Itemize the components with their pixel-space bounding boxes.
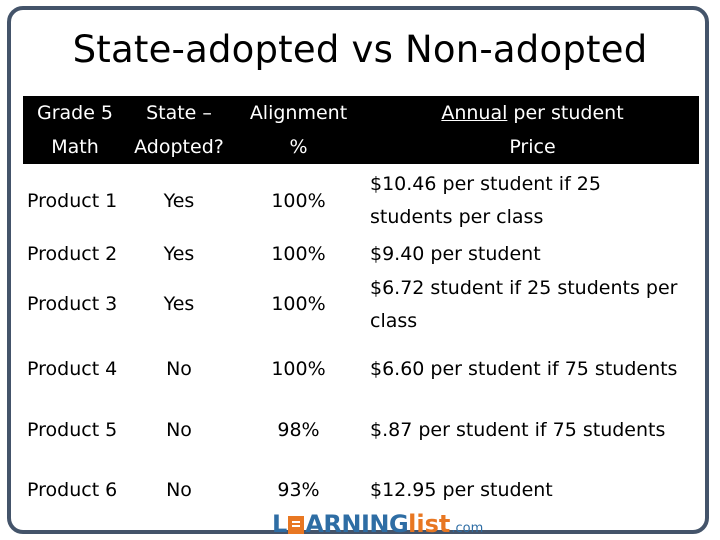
- table-row: Product 5 No 98% $.87 per student if 75 …: [23, 400, 699, 460]
- header-alignment: Alignment %: [231, 96, 366, 164]
- alignment-value: 93%: [277, 478, 320, 501]
- learninglist-logo: L ARNING list .com: [272, 510, 483, 538]
- alignment-value: 100%: [271, 189, 326, 212]
- header-annual-word: Annual: [441, 102, 508, 124]
- header-price-rest: per student: [507, 102, 624, 124]
- alignment-value: 100%: [271, 243, 326, 265]
- slide-frame: [7, 6, 709, 534]
- price-line2: students per class: [370, 206, 544, 228]
- price-line1: $6.72 student if 25 students per: [370, 276, 678, 299]
- price-line2: class: [370, 309, 418, 332]
- price-cell: $6.60 per student if 75 students: [366, 338, 699, 400]
- price-cell: $.87 per student if 75 students: [366, 400, 699, 460]
- header-price-line2: Price: [509, 136, 556, 158]
- price-line1: $.87 per student if 75 students: [370, 418, 666, 441]
- adopted-value: Yes: [163, 243, 195, 265]
- price-cell: $12.95 per student: [366, 460, 699, 520]
- logo-letter-l: L: [272, 510, 288, 538]
- price-cell: $9.40 per student: [366, 238, 699, 271]
- product-name: Product 4: [27, 357, 118, 380]
- header-adopted-line1: State –: [146, 102, 212, 124]
- header-grade-math: Grade 5 Math: [23, 96, 127, 164]
- table-row: Product 4 No 100% $6.60 per student if 7…: [23, 338, 699, 400]
- list-icon: [288, 516, 305, 534]
- price-cell: $6.72 student if 25 students per class: [366, 271, 699, 338]
- table-row: Product 1 Yes 100% $10.46 per student if…: [23, 164, 699, 238]
- header-annual-price: Annual per student Price: [366, 96, 699, 164]
- adopted-value: No: [166, 357, 192, 380]
- product-name: Product 6: [27, 478, 118, 501]
- header-alignment-line2: %: [289, 136, 308, 158]
- alignment-value: 100%: [271, 293, 326, 315]
- logo-arning: ARNING: [305, 510, 409, 538]
- table-row: Product 3 Yes 100% $6.72 student if 25 s…: [23, 271, 699, 338]
- header-grade-line2: Math: [51, 136, 99, 158]
- price-line1: $12.95 per student: [370, 478, 553, 501]
- logo-list: list: [408, 510, 451, 538]
- header-price-line1: Annual per student: [366, 96, 699, 130]
- product-name: Product 1: [27, 189, 118, 212]
- alignment-value: 98%: [277, 418, 320, 441]
- adopted-value: Yes: [163, 189, 195, 212]
- price-line1: $10.46 per student if 25: [370, 173, 601, 195]
- adopted-value: No: [166, 478, 192, 501]
- header-grade-line1: Grade 5: [36, 102, 114, 124]
- product-name: Product 5: [27, 418, 118, 441]
- product-name: Product 2: [27, 243, 118, 265]
- price-cell: $10.46 per student if 25 students per cl…: [366, 164, 699, 238]
- header-adopted-line2: Adopted?: [134, 136, 224, 158]
- slide-title: State-adopted vs Non-adopted: [72, 28, 648, 71]
- header-row: Grade 5 Math State – Adopted? Alignment …: [23, 96, 699, 164]
- product-name: Product 3: [27, 293, 118, 315]
- pricing-table: Grade 5 Math State – Adopted? Alignment …: [23, 96, 699, 520]
- alignment-value: 100%: [271, 357, 326, 380]
- price-line1: $6.60 per student if 75 students: [370, 357, 678, 380]
- table-row: Product 2 Yes 100% $9.40 per student: [23, 238, 699, 271]
- adopted-value: No: [166, 418, 192, 441]
- logo-com: .com: [451, 520, 484, 536]
- price-line1: $9.40 per student: [370, 243, 541, 265]
- table-row: Product 6 No 93% $12.95 per student: [23, 460, 699, 520]
- header-state-adopted: State – Adopted?: [127, 96, 231, 164]
- header-alignment-line1: Alignment: [249, 102, 348, 124]
- adopted-value: Yes: [163, 293, 195, 315]
